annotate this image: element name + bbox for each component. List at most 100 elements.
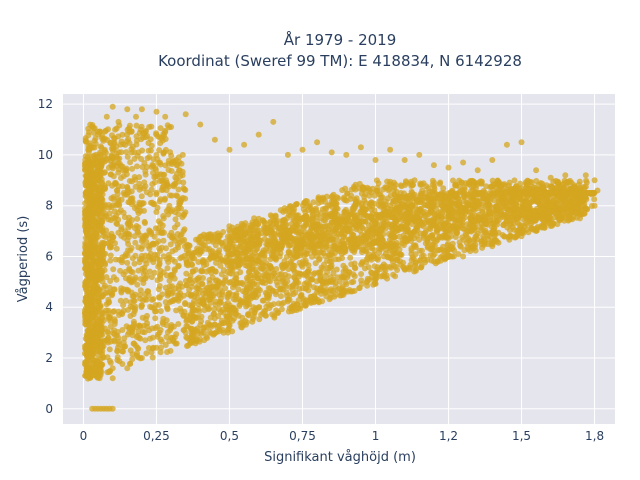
data-point xyxy=(310,199,317,206)
data-point xyxy=(218,271,225,278)
data-point xyxy=(131,149,138,156)
data-point xyxy=(342,287,349,294)
data-point xyxy=(82,321,89,327)
data-point xyxy=(147,147,154,154)
data-point xyxy=(389,250,396,257)
data-point xyxy=(122,297,129,304)
data-point xyxy=(130,340,137,347)
data-point xyxy=(207,254,214,261)
data-point xyxy=(301,199,308,206)
data-point xyxy=(216,326,223,333)
data-point xyxy=(126,214,133,221)
data-point xyxy=(124,153,131,160)
data-point xyxy=(279,278,286,285)
data-point xyxy=(457,242,464,249)
data-point xyxy=(107,244,113,251)
data-point xyxy=(89,122,96,128)
data-point xyxy=(115,183,122,190)
data-point xyxy=(291,273,298,280)
data-point xyxy=(435,247,442,254)
data-point xyxy=(164,306,171,313)
data-point xyxy=(84,173,91,180)
data-point xyxy=(390,271,397,278)
data-point xyxy=(145,140,152,146)
data-point xyxy=(200,258,206,265)
data-point xyxy=(157,196,164,203)
data-point xyxy=(195,277,202,284)
data-point xyxy=(478,241,485,247)
data-point xyxy=(332,256,339,263)
data-point xyxy=(188,252,195,259)
data-point xyxy=(427,252,434,259)
data-point xyxy=(138,304,145,311)
data-point xyxy=(459,179,465,186)
data-point xyxy=(162,342,169,348)
data-point xyxy=(170,298,176,304)
data-point xyxy=(239,314,246,321)
data-point xyxy=(340,274,347,281)
data-point xyxy=(175,205,182,212)
data-point xyxy=(201,329,207,336)
data-point xyxy=(501,233,508,240)
data-point xyxy=(230,284,236,291)
data-point xyxy=(285,296,292,303)
data-point xyxy=(225,326,232,333)
data-point xyxy=(470,223,477,230)
data-point xyxy=(183,282,190,289)
data-point xyxy=(351,264,358,271)
data-point xyxy=(290,266,297,273)
data-point xyxy=(225,294,232,300)
data-point xyxy=(375,180,382,187)
data-point xyxy=(98,252,105,259)
data-point xyxy=(315,298,322,305)
data-point xyxy=(194,295,201,302)
data-point xyxy=(533,178,540,184)
data-point xyxy=(98,320,105,327)
data-point xyxy=(129,199,136,205)
data-point xyxy=(310,284,317,291)
data-point xyxy=(465,180,472,187)
data-point xyxy=(174,221,181,228)
data-point xyxy=(106,346,113,353)
data-point xyxy=(207,235,214,242)
data-point xyxy=(357,144,364,151)
data-point xyxy=(555,178,561,185)
data-point xyxy=(233,279,240,285)
data-point xyxy=(118,138,125,145)
data-point xyxy=(518,139,525,146)
data-point xyxy=(284,151,291,158)
data-point xyxy=(121,234,128,241)
data-point xyxy=(267,212,274,219)
data-point xyxy=(166,202,173,209)
data-point xyxy=(188,325,195,332)
data-point xyxy=(83,138,90,145)
data-point xyxy=(157,344,164,351)
data-point xyxy=(260,297,267,304)
data-point xyxy=(308,276,315,283)
data-point xyxy=(256,316,263,323)
data-point xyxy=(349,288,356,295)
data-point xyxy=(134,215,141,222)
data-point xyxy=(428,257,435,264)
data-point xyxy=(410,256,417,263)
data-point xyxy=(278,293,284,300)
data-point xyxy=(108,145,115,152)
data-point xyxy=(227,316,233,322)
data-point xyxy=(270,118,277,125)
data-point xyxy=(114,357,121,364)
data-point xyxy=(148,274,155,281)
data-point xyxy=(149,199,156,206)
data-point xyxy=(136,335,143,341)
data-point xyxy=(129,293,136,300)
data-point xyxy=(118,224,125,231)
data-point xyxy=(205,306,212,313)
data-point xyxy=(416,247,423,254)
data-point xyxy=(348,279,355,286)
data-point xyxy=(170,337,177,344)
data-point xyxy=(582,172,589,179)
data-point xyxy=(123,149,130,156)
data-point xyxy=(426,225,432,232)
data-point xyxy=(95,298,102,305)
data-point xyxy=(235,237,242,244)
data-point xyxy=(118,175,124,181)
